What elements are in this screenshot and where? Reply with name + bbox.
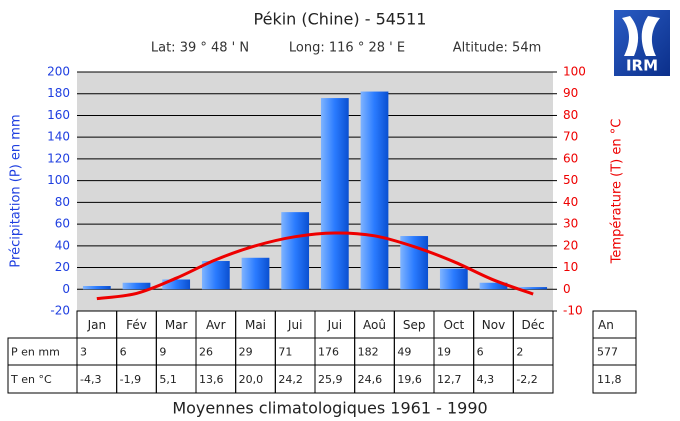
table-value: -4,3 bbox=[80, 373, 101, 386]
table-value: 19,6 bbox=[397, 373, 422, 386]
y2-tick-label: 30 bbox=[563, 217, 578, 231]
y2-tick-label: 100 bbox=[563, 65, 586, 79]
x-tick-label: Nov bbox=[482, 318, 505, 332]
table-value: 71 bbox=[278, 346, 292, 359]
bar bbox=[122, 282, 151, 290]
y2-tick-label: 20 bbox=[563, 238, 578, 252]
y-tick-label: 100 bbox=[47, 173, 70, 187]
x-tick-label: Sep bbox=[403, 318, 426, 332]
chart-title: Pékin (Chine) - 54511 bbox=[254, 10, 427, 29]
subtitle: Long: 116 ° 28 ' E bbox=[289, 41, 405, 56]
y2-tick-label: 10 bbox=[563, 260, 578, 274]
table-value: 20,0 bbox=[239, 373, 264, 386]
y-tick-label: 40 bbox=[55, 238, 70, 252]
table-value: 176 bbox=[318, 346, 339, 359]
y2-tick-label: -10 bbox=[563, 304, 583, 318]
bar bbox=[519, 287, 548, 290]
bar bbox=[241, 257, 270, 290]
x-tick-label: Aoû bbox=[363, 318, 386, 332]
y-tick-label: -20 bbox=[50, 304, 70, 318]
y-tick-label: 60 bbox=[55, 217, 70, 231]
y2-tick-label: 90 bbox=[563, 86, 578, 100]
y-tick-label: 20 bbox=[55, 260, 70, 274]
x-tick-label: Jui bbox=[287, 318, 302, 332]
row-label: P en mm bbox=[11, 346, 60, 359]
subtitle: Altitude: 54m bbox=[453, 41, 542, 56]
table-value: 2 bbox=[516, 346, 523, 359]
y-tick-label: 200 bbox=[47, 65, 70, 79]
bar bbox=[360, 91, 389, 290]
row-label: T en °C bbox=[10, 373, 52, 386]
footer: Moyennes climatologiques 1961 - 1990 bbox=[172, 399, 487, 418]
x-tick-label: Fév bbox=[126, 318, 147, 332]
x-tick-label: Mai bbox=[245, 318, 266, 332]
x-tick-label: Déc bbox=[522, 318, 545, 332]
table-value: 6 bbox=[477, 346, 484, 359]
bar bbox=[479, 282, 508, 290]
table-cell bbox=[512, 364, 554, 394]
table-value: 29 bbox=[239, 346, 253, 359]
line bbox=[96, 231, 534, 301]
table-header: An bbox=[598, 318, 614, 332]
table-value: 9 bbox=[159, 346, 166, 359]
y-axis-label: Précipitation (P) en mm bbox=[9, 114, 24, 267]
bar bbox=[82, 286, 111, 290]
table-value: 25,9 bbox=[318, 373, 343, 386]
y2-axis-label: Température (T) en °C bbox=[610, 119, 625, 265]
bar bbox=[439, 268, 468, 290]
table-total: 11,8 bbox=[597, 373, 622, 386]
table-value: -2,2 bbox=[516, 373, 537, 386]
table-value: 4,3 bbox=[477, 373, 495, 386]
y2-tick-label: 50 bbox=[563, 173, 578, 187]
y2-tick-label: 0 bbox=[563, 282, 571, 296]
table-value: 26 bbox=[199, 346, 213, 359]
x-tick-label: Oct bbox=[443, 318, 464, 332]
y-tick-label: 140 bbox=[47, 130, 70, 144]
y-tick-label: 180 bbox=[47, 86, 70, 100]
x-tick-label: Jui bbox=[327, 318, 342, 332]
table-value: 13,6 bbox=[199, 373, 224, 386]
y-tick-label: 120 bbox=[47, 151, 70, 165]
logo-shape bbox=[622, 16, 660, 56]
bar bbox=[162, 279, 191, 290]
y2-tick-label: 40 bbox=[563, 195, 578, 209]
x-tick-label: Jan bbox=[87, 318, 107, 332]
bar bbox=[281, 212, 310, 290]
table-value: -1,9 bbox=[120, 373, 141, 386]
table-value: 182 bbox=[358, 346, 379, 359]
table-value: 49 bbox=[397, 346, 411, 359]
y2-tick-label: 70 bbox=[563, 130, 578, 144]
bar bbox=[320, 98, 349, 290]
subtitle: Lat: 39 ° 48 ' N bbox=[151, 41, 249, 56]
table-value: 12,7 bbox=[437, 373, 462, 386]
y-tick-label: 160 bbox=[47, 108, 70, 122]
x-tick-label: Avr bbox=[206, 318, 226, 332]
table-value: 6 bbox=[120, 346, 127, 359]
x-tick-label: Mar bbox=[165, 318, 188, 332]
table-value: 24,6 bbox=[358, 373, 383, 386]
logo-box bbox=[614, 10, 670, 76]
table-value: 24,2 bbox=[278, 373, 303, 386]
table-value: 19 bbox=[437, 346, 451, 359]
y2-tick-label: 60 bbox=[563, 151, 578, 165]
logo-text: IRM bbox=[626, 57, 658, 75]
y-tick-label: 0 bbox=[62, 282, 70, 296]
table-value: 5,1 bbox=[159, 373, 177, 386]
bar bbox=[201, 261, 230, 290]
table-cell bbox=[592, 364, 637, 394]
table-total: 577 bbox=[597, 346, 618, 359]
y-tick-label: 80 bbox=[55, 195, 70, 209]
y2-tick-label: 80 bbox=[563, 108, 578, 122]
table-value: 3 bbox=[80, 346, 87, 359]
